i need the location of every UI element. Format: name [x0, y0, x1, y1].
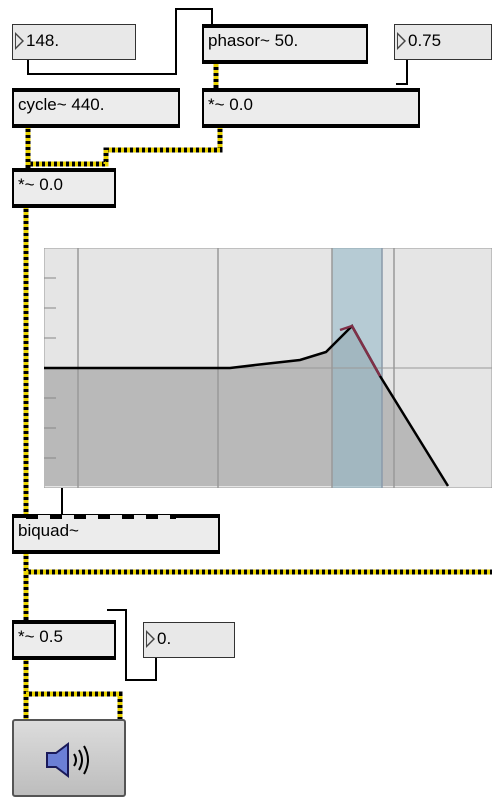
cord-number-to-phasor	[27, 8, 213, 75]
cord-mult-to-number	[107, 609, 157, 681]
cycle-object[interactable]: cycle~ 440.	[12, 88, 180, 128]
number-box-frequency[interactable]: 148.	[12, 24, 136, 60]
cycle-label: cycle~ 440.	[18, 95, 105, 114]
speaker-icon	[46, 742, 89, 778]
multiply-modulator-label: *~ 0.0	[208, 95, 253, 114]
number-box-amplitude[interactable]: 0.75	[394, 24, 492, 60]
multiply-signal-label: *~ 0.0	[18, 175, 63, 194]
number-arrow-icon	[397, 32, 406, 50]
filter-graph[interactable]	[44, 248, 492, 488]
number-arrow-icon	[15, 32, 24, 50]
multiply-modulator-object[interactable]: *~ 0.0	[202, 88, 420, 128]
multiply-output-label: *~ 0.5	[18, 627, 63, 646]
phasor-object[interactable]: phasor~ 50.	[202, 24, 368, 64]
number-arrow-icon	[146, 630, 155, 648]
number-box-gain-value: 0.	[157, 629, 172, 648]
number-box-amplitude-value: 0.75	[408, 31, 442, 50]
biquad-object[interactable]: biquad~	[12, 514, 220, 554]
dac-speaker-button[interactable]	[12, 719, 126, 797]
biquad-label: biquad~	[18, 521, 79, 540]
phasor-label: phasor~ 50.	[208, 31, 299, 50]
multiply-output-object[interactable]: *~ 0.5	[12, 620, 116, 660]
number-box-gain[interactable]: 0.	[143, 622, 235, 658]
multiply-signal-object[interactable]: *~ 0.0	[12, 168, 116, 208]
number-box-frequency-value: 148.	[26, 31, 60, 50]
cord-amp-to-mult	[396, 60, 408, 85]
